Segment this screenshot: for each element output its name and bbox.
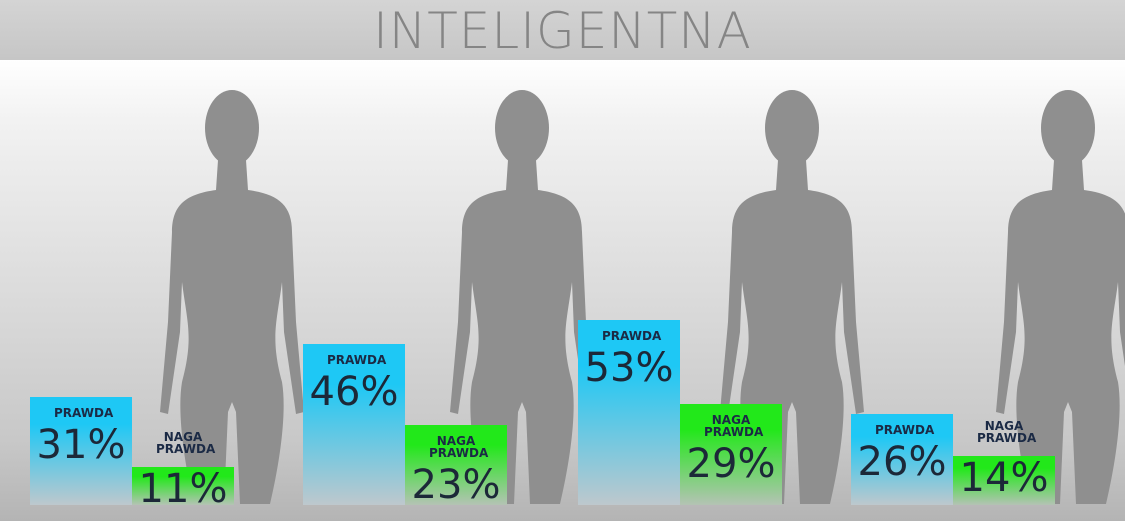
value-label: 11% (132, 469, 234, 509)
infographic: INTELIGENTNA PRAWDA31%NAGA PRAWDA11%PRAW… (0, 0, 1125, 521)
series-label: NAGA PRAWDA (680, 414, 782, 438)
chart-title: INTELIGENTNA (0, 2, 1125, 60)
series-label: NAGA PRAWDA (405, 435, 507, 459)
value-label: 23% (405, 465, 507, 505)
series-label: PRAWDA (30, 407, 132, 419)
value-label: 14% (953, 458, 1055, 498)
series-label: PRAWDA (303, 354, 405, 366)
series-label: NAGA PRAWDA (953, 420, 1055, 444)
value-label: 29% (680, 444, 782, 484)
series-label: NAGA PRAWDA (132, 431, 234, 455)
value-label: 26% (851, 442, 953, 482)
series-label: PRAWDA (578, 330, 680, 342)
value-label: 31% (30, 425, 132, 465)
value-label: 53% (578, 348, 680, 388)
series-label: PRAWDA (851, 424, 953, 436)
value-label: 46% (303, 372, 405, 412)
